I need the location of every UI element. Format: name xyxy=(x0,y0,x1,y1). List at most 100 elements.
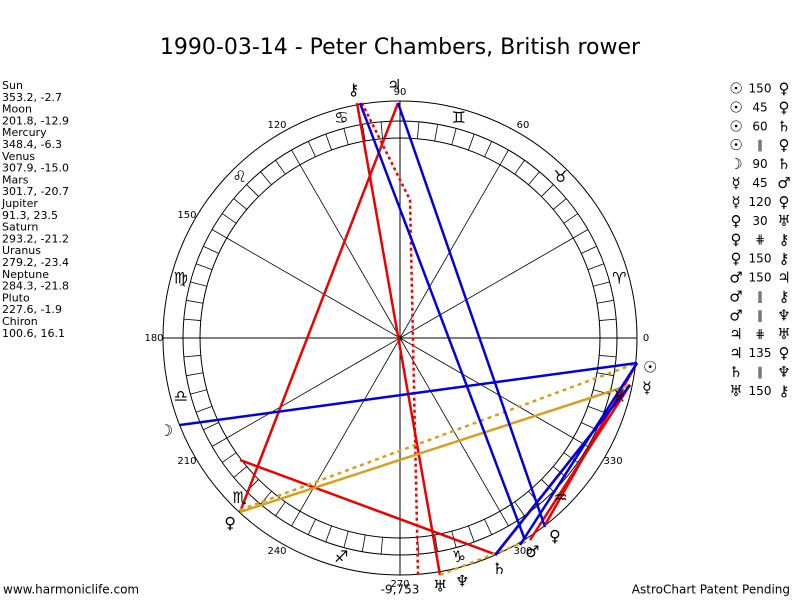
aspect-to: ♂ xyxy=(777,174,790,192)
planet-position: 301.7, -20.7 xyxy=(2,185,69,198)
aspect-to: ⚷ xyxy=(779,250,790,268)
aspect-type: 135 xyxy=(749,346,772,360)
aspect-to: ♆ xyxy=(777,363,790,381)
aspect-to: ♆ xyxy=(777,306,790,324)
title: 1990-03-14 - Peter Chambers, British row… xyxy=(160,35,641,60)
ring-tick xyxy=(528,171,540,186)
ring-tick xyxy=(246,184,259,197)
planet-glyph: ♆ xyxy=(455,572,469,591)
aspect-from: ☉ xyxy=(729,136,742,154)
planet-position: 227.6, -1.9 xyxy=(2,303,62,316)
ring-tick xyxy=(499,149,509,165)
ring-tick xyxy=(417,537,420,555)
ring-tick xyxy=(186,372,204,377)
ring-tick xyxy=(514,160,525,175)
ring-tick xyxy=(307,141,316,157)
planet-glyph: ♀ xyxy=(224,514,236,533)
zodiac-sign: ♌ xyxy=(232,167,246,186)
ring-tick xyxy=(541,479,554,492)
ring-tick xyxy=(195,263,213,270)
aspect-line xyxy=(360,102,420,576)
aspect-from: ♀ xyxy=(731,212,742,230)
aspect-type: ⋕ xyxy=(755,233,765,247)
aspect-type: 45 xyxy=(752,100,767,114)
planet-name: Uranus xyxy=(2,244,41,257)
ring-tick xyxy=(484,141,493,157)
zodiac-sign: ♑ xyxy=(452,547,466,566)
aspect-to: ♀ xyxy=(779,80,790,98)
zodiac-sign: ♒ xyxy=(553,488,567,507)
zodiac-sign: ♍ xyxy=(174,269,188,288)
aspect-from: ♀ xyxy=(731,250,742,268)
aspect-type: 150 xyxy=(749,271,772,285)
ring-tick xyxy=(222,452,237,463)
planet-position: 293.2, -21.2 xyxy=(2,232,69,245)
aspect-to: ⚷ xyxy=(779,382,790,400)
planet-name: Saturn xyxy=(2,221,38,234)
ring-tick xyxy=(291,511,301,527)
ring-tick xyxy=(541,184,554,197)
ring-tick xyxy=(203,422,219,431)
aspect-to: ♅ xyxy=(777,325,790,343)
zodiac-sign: ♏ xyxy=(232,488,246,507)
ring-tick xyxy=(233,466,248,478)
ring-tick xyxy=(434,124,439,142)
planet-name: Mars xyxy=(2,173,29,186)
ring-tick xyxy=(183,318,201,321)
aspect-type: 150 xyxy=(749,82,772,96)
ring-tick xyxy=(186,299,204,304)
aspect-to: ⚷ xyxy=(779,231,790,249)
aspect-from: ♂ xyxy=(729,306,742,324)
ring-tick xyxy=(581,245,597,254)
degree-label: 330 xyxy=(603,456,622,467)
ring-tick xyxy=(325,525,332,543)
degree-label: 180 xyxy=(144,333,163,344)
planet-name: Sun xyxy=(2,79,23,92)
aspect-type: ∥ xyxy=(757,289,763,303)
planet-glyph: ♀ xyxy=(549,526,561,545)
aspect-type: 150 xyxy=(749,384,772,398)
aspect-line xyxy=(179,361,638,427)
aspect-to: ⚷ xyxy=(779,287,790,305)
aspect-type: ⋕ xyxy=(755,327,765,341)
zodiac-sign: ♈ xyxy=(612,269,626,288)
aspect-line xyxy=(355,102,442,576)
planet-name: Mercury xyxy=(2,126,47,139)
ring-tick xyxy=(552,198,567,210)
ring-tick xyxy=(203,245,219,254)
aspect-to: ♄ xyxy=(777,117,790,135)
planet-position: 201.8, -12.9 xyxy=(2,114,69,127)
ring-tick xyxy=(307,519,316,535)
aspect-type: ∥ xyxy=(757,308,763,322)
degree-label: 120 xyxy=(267,120,286,131)
aspect-from: ☿ xyxy=(731,174,740,192)
spoke xyxy=(399,337,501,512)
ring-tick xyxy=(275,501,286,516)
ring-tick xyxy=(325,133,332,151)
ring-tick xyxy=(596,299,614,304)
aspect-from: ♃ xyxy=(729,344,742,362)
aspect-type: ∥ xyxy=(757,138,763,152)
ring-tick xyxy=(190,389,207,395)
aspect-to: ♃ xyxy=(777,269,790,287)
ring-tick xyxy=(361,124,366,142)
aspect-line xyxy=(239,361,638,512)
ring-tick xyxy=(260,490,272,505)
ring-tick xyxy=(573,229,589,239)
ring-tick xyxy=(190,281,207,287)
spoke xyxy=(299,164,401,339)
ring-tick xyxy=(361,534,366,552)
aspect-type: ∥ xyxy=(757,365,763,379)
degree-label: 240 xyxy=(267,546,286,557)
planet-name: Venus xyxy=(2,150,35,163)
planet-name: Chiron xyxy=(2,315,38,328)
ring-tick xyxy=(417,121,420,139)
bottom-value: -9,753 xyxy=(381,583,420,597)
ring-tick xyxy=(343,531,349,548)
ring-tick xyxy=(587,406,605,413)
aspect-from: ☉ xyxy=(729,80,742,98)
spoke xyxy=(399,237,574,339)
planet-name: Neptune xyxy=(2,268,49,281)
planet-glyph: ☉ xyxy=(643,357,657,376)
